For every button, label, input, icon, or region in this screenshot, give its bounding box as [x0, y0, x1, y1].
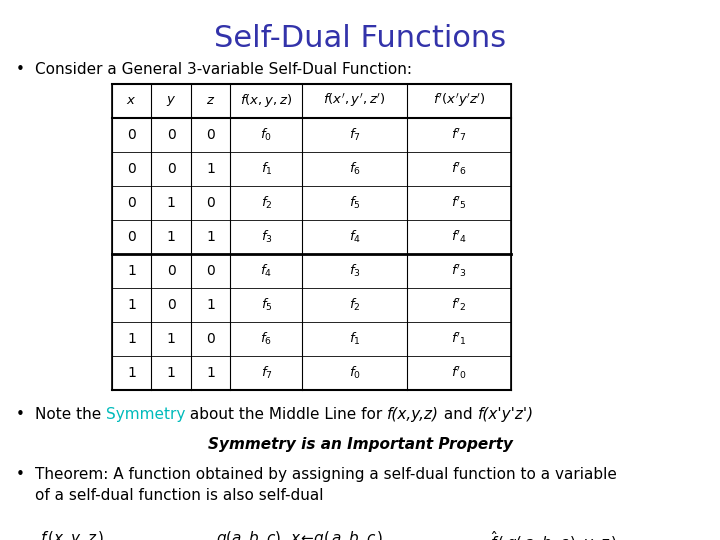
- Text: f(x'y'z'): f(x'y'z'): [477, 407, 534, 422]
- Text: $f_5$: $f_5$: [348, 195, 361, 211]
- Text: 0: 0: [166, 298, 176, 312]
- Text: 0: 0: [127, 230, 136, 244]
- Text: 1: 1: [127, 264, 136, 278]
- Text: •: •: [16, 62, 24, 77]
- Text: 0: 0: [166, 128, 176, 141]
- Text: $f'_0$: $f'_0$: [451, 364, 467, 381]
- Text: Symmetry: Symmetry: [106, 407, 185, 422]
- Text: Self-Dual Functions: Self-Dual Functions: [214, 24, 506, 53]
- Text: •: •: [16, 467, 24, 482]
- Text: 0: 0: [166, 162, 176, 176]
- Text: 1: 1: [166, 366, 176, 380]
- Text: $y$: $y$: [166, 94, 176, 107]
- Text: $f'_4$: $f'_4$: [451, 228, 467, 245]
- Text: Symmetry is an Important Property: Symmetry is an Important Property: [207, 437, 513, 452]
- Text: $f'_5$: $f'_5$: [451, 194, 467, 211]
- Text: Theorem: A function obtained by assigning a self-dual function to a variable
of : Theorem: A function obtained by assignin…: [35, 467, 616, 503]
- Text: $f'_3$: $f'_3$: [451, 262, 467, 279]
- Text: 1: 1: [166, 332, 176, 346]
- Text: Note the: Note the: [35, 407, 106, 422]
- Text: and: and: [439, 407, 477, 422]
- Text: 1: 1: [206, 230, 215, 244]
- Text: $z$: $z$: [206, 94, 215, 107]
- Text: $f'(x'y'z')$: $f'(x'y'z')$: [433, 92, 485, 110]
- Text: $f_3$: $f_3$: [261, 229, 272, 245]
- Text: 0: 0: [166, 264, 176, 278]
- Text: 0: 0: [206, 332, 215, 346]
- Text: 1: 1: [127, 298, 136, 312]
- Text: $f_7$: $f_7$: [348, 127, 361, 143]
- Text: $f_1$: $f_1$: [348, 331, 361, 347]
- Text: $f_1$: $f_1$: [261, 161, 272, 177]
- Text: 1: 1: [206, 298, 215, 312]
- Text: $f'_1$: $f'_1$: [451, 330, 467, 347]
- Bar: [112, 84, 511, 390]
- Text: 1: 1: [127, 332, 136, 346]
- Text: $\hat{f}\,(\,g(\,a,b,c\,),y,z\,)$: $\hat{f}\,(\,g(\,a,b,c\,),y,z\,)$: [490, 529, 617, 540]
- Text: 0: 0: [127, 196, 136, 210]
- Text: $f_7$: $f_7$: [261, 365, 272, 381]
- Text: •: •: [16, 407, 24, 422]
- Text: $g(a,b,c)\ \ x\!\leftarrow\! g(\,a,b,c\,)$: $g(a,b,c)\ \ x\!\leftarrow\! g(\,a,b,c\,…: [216, 529, 384, 540]
- Text: $f_4$: $f_4$: [348, 229, 361, 245]
- Text: 1: 1: [127, 366, 136, 380]
- Text: $f_4$: $f_4$: [261, 263, 272, 279]
- Text: $f\,(x,y,z\,)$: $f\,(x,y,z\,)$: [40, 529, 104, 540]
- Text: $f_0$: $f_0$: [348, 365, 361, 381]
- Text: 0: 0: [127, 162, 136, 176]
- Text: $f_3$: $f_3$: [348, 263, 361, 279]
- Text: $f_6$: $f_6$: [261, 331, 272, 347]
- Text: 0: 0: [127, 128, 136, 141]
- Text: $f'_7$: $f'_7$: [451, 126, 467, 143]
- Text: $f_2$: $f_2$: [261, 195, 272, 211]
- Text: $f_0$: $f_0$: [261, 127, 272, 143]
- Text: $f(x',y',z')$: $f(x',y',z')$: [323, 92, 386, 110]
- Text: $f_2$: $f_2$: [348, 297, 361, 313]
- Text: 1: 1: [166, 196, 176, 210]
- Text: $f'_2$: $f'_2$: [451, 296, 467, 313]
- Text: f(x,y,z): f(x,y,z): [387, 407, 439, 422]
- Text: 0: 0: [206, 196, 215, 210]
- Text: $f'_6$: $f'_6$: [451, 160, 467, 177]
- Text: 0: 0: [206, 264, 215, 278]
- Text: 1: 1: [166, 230, 176, 244]
- Text: $f_6$: $f_6$: [348, 161, 361, 177]
- Text: Consider a General 3-variable Self-Dual Function:: Consider a General 3-variable Self-Dual …: [35, 62, 412, 77]
- Text: about the Middle Line for: about the Middle Line for: [185, 407, 387, 422]
- Text: 1: 1: [206, 162, 215, 176]
- Text: $f(x,y,z)$: $f(x,y,z)$: [240, 92, 292, 109]
- Text: 1: 1: [206, 366, 215, 380]
- Text: $x$: $x$: [126, 94, 137, 107]
- Text: $f_5$: $f_5$: [261, 297, 272, 313]
- Text: 0: 0: [206, 128, 215, 141]
